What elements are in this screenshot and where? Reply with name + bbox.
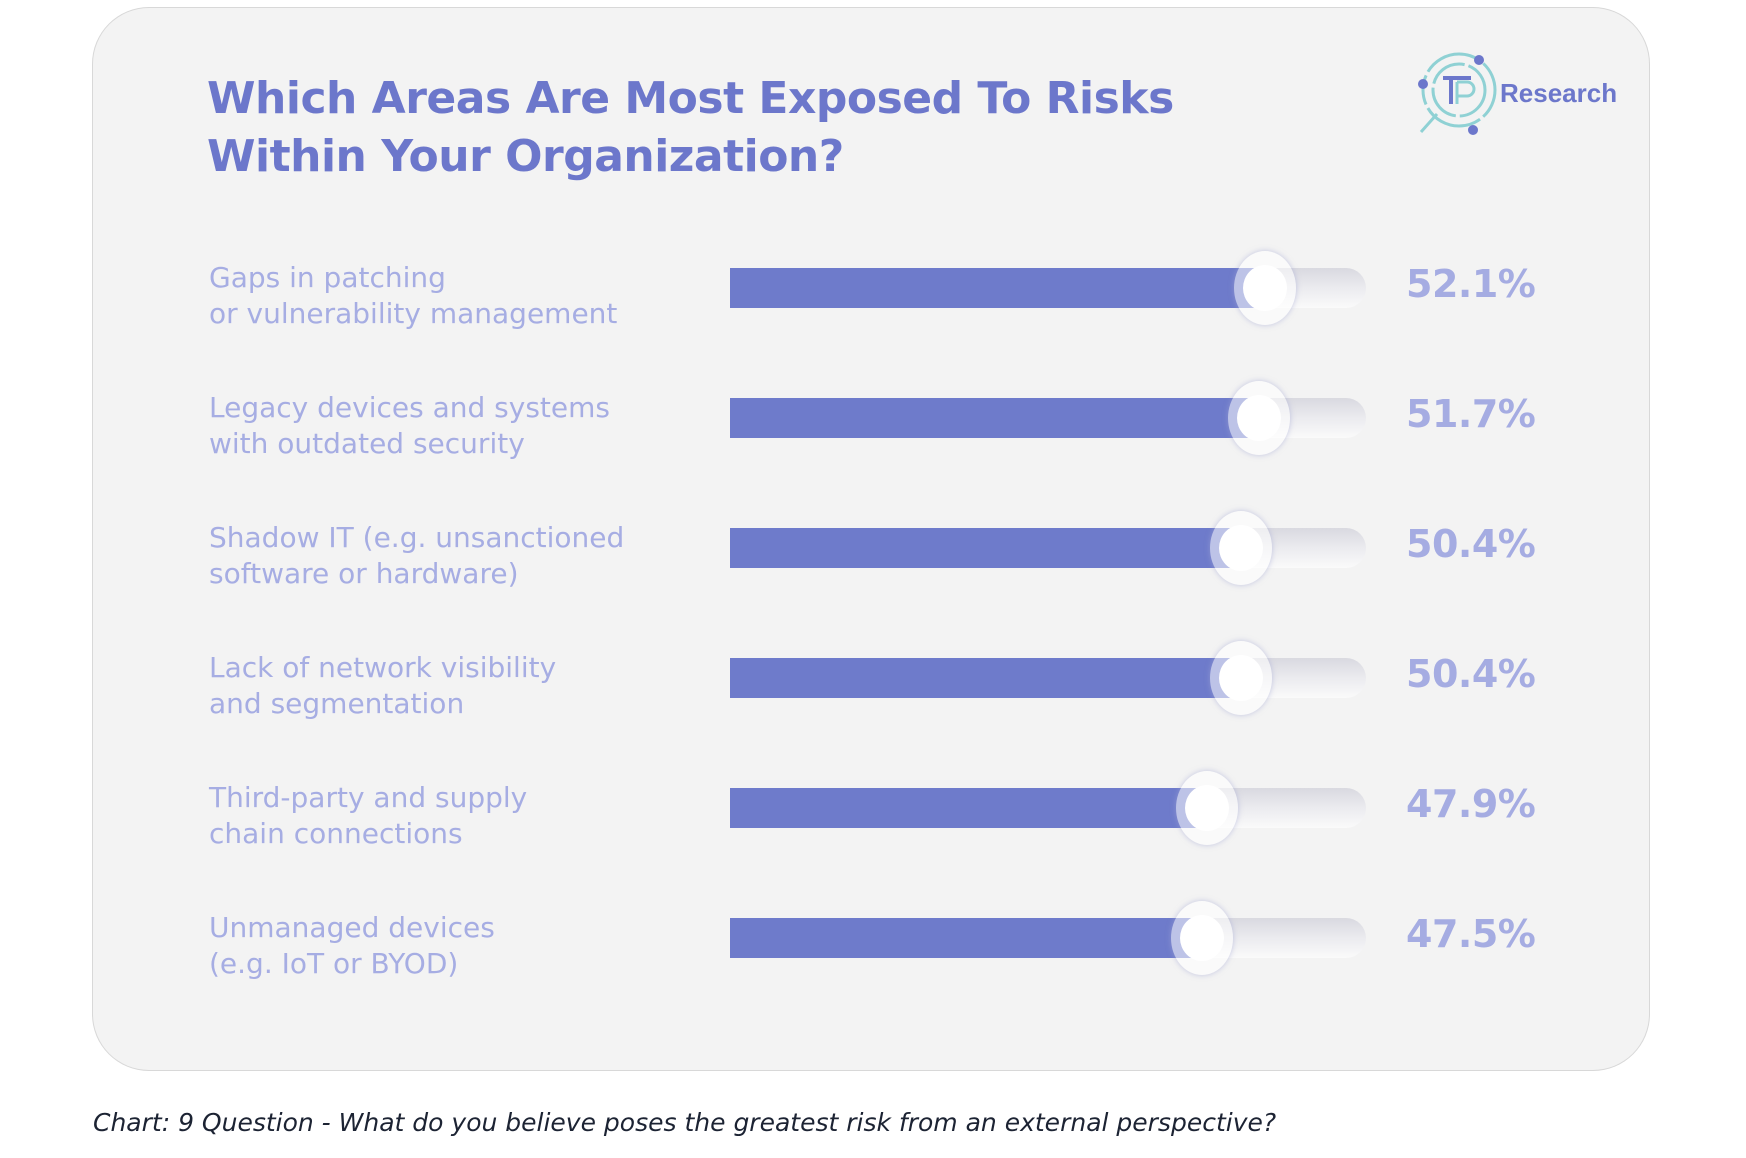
logo-text: Research <box>1500 78 1618 108</box>
slider-knob <box>1185 785 1230 831</box>
logo-p-letter <box>1455 80 1476 104</box>
category-label: Legacy devices and systems with outdated … <box>209 390 610 462</box>
value-label: 47.9% <box>1406 782 1536 826</box>
bar-fill <box>730 528 1242 568</box>
category-label-line: or vulnerability management <box>209 297 618 330</box>
value-label: 50.4% <box>1406 652 1536 696</box>
chart-caption: Chart: 9 Question - What do you believe … <box>93 1108 1277 1137</box>
logo-ring-outer <box>1421 52 1497 128</box>
slider-knob <box>1179 915 1224 961</box>
category-label-line: Shadow IT (e.g. unsanctioned <box>209 521 625 554</box>
slider-knob <box>1237 395 1282 441</box>
category-label-line: Unmanaged devices <box>209 911 495 944</box>
bar-fill <box>730 268 1265 308</box>
category-label-line: and segmentation <box>209 687 465 720</box>
bar-fill <box>730 658 1242 698</box>
logo-dot-3 <box>1468 125 1478 135</box>
category-label: Third-party and supply chain connections <box>209 780 527 852</box>
slider-knob <box>1242 265 1287 311</box>
category-label-line: (e.g. IoT or BYOD) <box>209 947 459 980</box>
category-label-line: chain connections <box>209 817 463 850</box>
value-label: 52.1% <box>1406 262 1536 306</box>
logo-ring-inner <box>1431 62 1487 118</box>
category-label: Lack of network visibility and segmentati… <box>209 650 556 722</box>
category-label-line: Lack of network visibility <box>209 651 557 684</box>
category-label-line: software or hardware) <box>209 557 519 590</box>
bar-fill <box>730 918 1202 958</box>
category-label-line: Third-party and supply <box>209 781 528 814</box>
chart-title: Which Areas Are Most Exposed To Risks Wi… <box>207 70 1174 186</box>
category-label-line: with outdated security <box>209 427 525 460</box>
tp-magnifier-logo-icon <box>1418 52 1497 135</box>
category-label: Unmanaged devices (e.g. IoT or BYOD) <box>209 910 495 982</box>
chart-title-line-2: Within Your Organization? <box>207 131 844 182</box>
value-label: 47.5% <box>1406 912 1536 956</box>
chart-title-line-1: Which Areas Are Most Exposed To Risks <box>207 73 1174 124</box>
logo-dot-2 <box>1474 55 1484 65</box>
logo-handle <box>1419 113 1439 133</box>
bar-fill <box>730 788 1208 828</box>
category-label-line: Legacy devices and systems <box>209 391 610 424</box>
value-label: 50.4% <box>1406 522 1536 566</box>
logo-t-letter <box>1443 76 1471 104</box>
slider-knob <box>1219 655 1264 701</box>
value-label: 51.7% <box>1406 392 1536 436</box>
category-label: Gaps in patching or vulnerability managem… <box>209 260 617 332</box>
bar-fill <box>730 398 1260 438</box>
category-label: Shadow IT (e.g. unsanctioned software or … <box>209 520 624 592</box>
category-label-line: Gaps in patching <box>209 261 446 294</box>
logo-dot-1 <box>1418 79 1428 89</box>
slider-knob <box>1219 525 1264 571</box>
